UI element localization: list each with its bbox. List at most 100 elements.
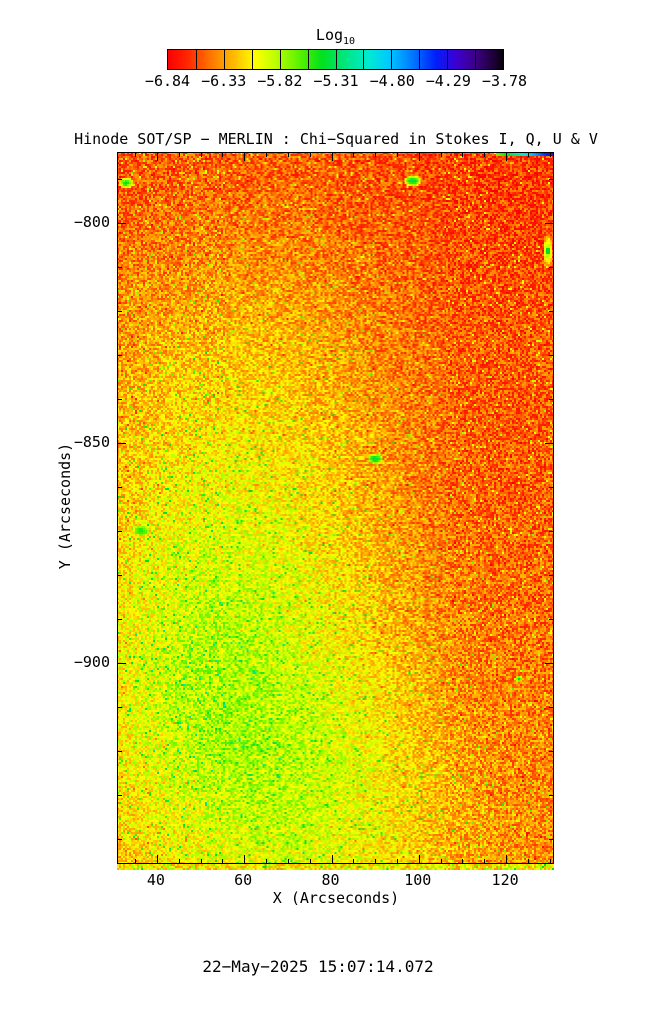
axis-tick: [118, 574, 122, 576]
colorbar-tick-label: −5.31: [313, 72, 359, 90]
y-tick-label: −800: [73, 212, 110, 231]
colorbar-tick: [363, 50, 365, 69]
axis-tick: [118, 354, 122, 356]
heatmap-image: [117, 152, 554, 870]
axis-tick: [118, 222, 126, 224]
axis-tick: [462, 153, 464, 157]
axis-tick: [506, 855, 508, 863]
colorbar-tick: [195, 50, 197, 69]
axis-tick: [287, 153, 289, 157]
axis-tick: [118, 266, 122, 268]
x-tick-label: 100: [404, 871, 432, 889]
colorbar-tick: [335, 50, 337, 69]
x-tick-label: 60: [234, 871, 253, 889]
axis-tick: [118, 750, 122, 752]
axis-tick: [549, 486, 553, 488]
axis-tick: [549, 266, 553, 268]
axis-tick: [200, 859, 202, 863]
axis-tick: [244, 855, 246, 863]
axis-tick: [309, 153, 311, 157]
axis-tick: [118, 530, 122, 532]
axis-tick: [397, 859, 398, 863]
x-tick-label: 80: [321, 871, 340, 889]
axis-tick: [549, 794, 553, 796]
colorbar-tick: [419, 50, 421, 69]
axis-tick: [156, 153, 158, 161]
colorbar-title-subscript: 10: [343, 36, 356, 47]
axis-tick: [549, 530, 553, 532]
axis-tick: [545, 222, 553, 224]
axis-tick: [549, 310, 553, 312]
axis-tick: [549, 706, 553, 708]
axis-tick: [118, 706, 122, 708]
colorbar-tick: [447, 50, 449, 69]
axis-tick: [484, 859, 486, 863]
axis-tick: [375, 859, 377, 863]
axis-tick: [287, 859, 289, 863]
x-axis-label: X (Arcseconds): [272, 889, 400, 907]
axis-tick: [418, 855, 420, 863]
x-tick-label: 40: [146, 871, 165, 889]
y-tick-label: −900: [73, 652, 110, 671]
axis-tick: [353, 859, 355, 863]
axis-tick: [118, 178, 122, 180]
timestamp: 22−May−2025 15:07:14.072: [202, 957, 434, 976]
axis-tick: [440, 153, 442, 157]
axis-tick: [506, 153, 508, 161]
colorbar-tick: [307, 50, 309, 69]
axis-tick: [309, 859, 311, 863]
colorbar-tick-label: −6.33: [201, 72, 247, 90]
axis-tick: [178, 859, 180, 863]
axis-tick: [418, 153, 420, 161]
axis-tick: [244, 153, 246, 161]
axis-tick: [440, 859, 442, 863]
axis-tick: [545, 442, 553, 444]
axis-tick: [549, 859, 551, 863]
colorbar-title: Log10: [167, 26, 504, 51]
axis-tick: [118, 486, 122, 488]
axis-tick: [118, 662, 126, 664]
axis-tick: [118, 618, 122, 620]
axis-tick: [549, 618, 553, 620]
axis-tick: [549, 354, 553, 356]
axis-tick: [549, 838, 553, 840]
axis-tick: [266, 153, 267, 157]
colorbar-tick-label: −6.84: [144, 72, 191, 90]
axis-tick: [549, 178, 553, 180]
colorbar: [167, 49, 504, 70]
axis-tick: [545, 662, 553, 664]
colorbar-tick-label: −4.80: [369, 72, 415, 90]
axis-tick: [331, 153, 333, 161]
axis-tick: [118, 794, 122, 796]
x-tick-label: 120: [491, 871, 519, 889]
colorbar-tick-label: −4.29: [425, 72, 471, 90]
axis-tick: [549, 574, 553, 576]
colorbar-tick-label: −3.78: [481, 72, 528, 90]
plot-frame: [117, 152, 554, 864]
axis-tick: [135, 153, 136, 157]
axis-tick: [222, 859, 224, 863]
y-axis-label: Y (Arcseconds): [56, 442, 74, 570]
colorbar-title-text: Log: [315, 26, 344, 44]
colorbar-tick: [223, 50, 225, 69]
axis-tick: [156, 855, 158, 863]
axis-tick: [266, 859, 267, 863]
colorbar-tick: [391, 50, 393, 69]
axis-tick: [527, 859, 529, 863]
colorbar-tick: [475, 50, 477, 69]
axis-tick: [331, 855, 333, 863]
axis-tick: [397, 153, 398, 157]
colorbar-tick: [251, 50, 253, 69]
axis-tick: [118, 398, 122, 400]
axis-tick: [484, 153, 486, 157]
axis-tick: [222, 153, 224, 157]
axis-tick: [118, 838, 122, 840]
axis-tick: [375, 153, 377, 157]
axis-tick: [118, 442, 126, 444]
plot-title: Hinode SOT/SP − MERLIN : Chi−Squared in …: [74, 130, 598, 148]
axis-tick: [200, 153, 202, 157]
axis-tick: [135, 859, 136, 863]
axis-tick: [118, 310, 122, 312]
axis-tick: [549, 750, 553, 752]
